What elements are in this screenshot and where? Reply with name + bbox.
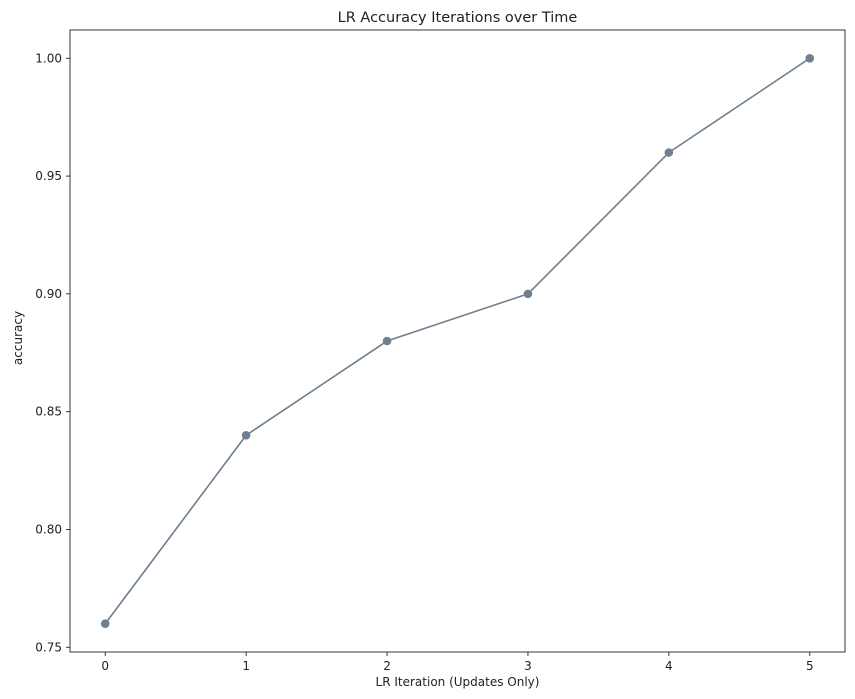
y-tick-label: 1.00	[35, 51, 62, 65]
x-tick-label: 4	[665, 659, 673, 673]
data-point	[805, 53, 815, 63]
data-point	[664, 148, 674, 157]
x-tick-label: 1	[242, 659, 250, 673]
y-tick-label: 0.80	[35, 522, 62, 536]
x-tick-label: 0	[101, 659, 109, 673]
y-tick-label: 0.85	[35, 405, 62, 419]
x-tick-label: 3	[524, 659, 532, 673]
x-axis-title: LR Iteration (Updates Only)	[376, 675, 540, 689]
series-line	[104, 57, 811, 625]
data-point	[241, 430, 251, 440]
plot-area: 0 1 2 3 4 5 0.75 0.80 0.85 0.90 0.95 1.00	[35, 29, 846, 673]
data-point	[523, 289, 533, 299]
chart-title: LR Accuracy Iterations over Time	[338, 10, 578, 26]
x-tick-label: 2	[383, 659, 391, 673]
y-tick-label: 0.75	[35, 640, 62, 654]
plot-frame	[69, 29, 846, 653]
x-tick-label: 5	[806, 659, 814, 673]
y-axis-title: accuracy	[11, 311, 25, 365]
data-point	[382, 336, 392, 346]
data-point	[100, 619, 110, 629]
y-tick-label: 0.95	[35, 169, 62, 183]
y-tick-label: 0.90	[35, 287, 62, 301]
